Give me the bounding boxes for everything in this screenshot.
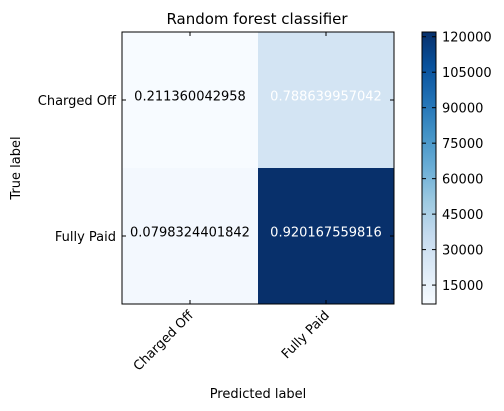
y-tick-label: Fully Paid: [55, 230, 116, 245]
heatmap-cell-0-0: [122, 32, 258, 168]
axis-ticks: [122, 32, 394, 304]
x-axis-label: Predicted label: [210, 387, 307, 402]
cell-value-0-0: 0.211360042958: [134, 90, 246, 105]
y-axis-label: True label: [9, 136, 24, 200]
cell-labels: 0.211360042958 0.788639957042 0.0798324401…: [130, 90, 382, 241]
plot-frame: [121, 31, 395, 305]
colorbar: [421, 31, 437, 305]
chart-title: Random forest classifier: [166, 10, 348, 28]
x-tick-label: Fully Paid: [279, 308, 333, 362]
heatmap-cell-0-1: [258, 32, 394, 168]
y-tick-label: Charged Off: [38, 94, 117, 109]
cell-value-0-1: 0.788639957042: [270, 90, 382, 105]
y-tick-labels: Charged Off Fully Paid: [38, 94, 117, 245]
x-tick-label: Charged Off: [131, 307, 198, 374]
colorbar-tick-label: 60000: [442, 173, 483, 188]
colorbar-tick-label: 75000: [442, 137, 483, 152]
colorbar-tick-label: 30000: [442, 244, 483, 259]
colorbar-ticks: 15000 30000 45000 60000 75000 90000 105000 1200…: [422, 31, 492, 294]
colorbar-tick-label: 15000: [442, 279, 483, 294]
heatmap-cell-1-0: [122, 168, 258, 304]
colorbar-tick-label: 45000: [442, 208, 483, 223]
cell-value-1-1: 0.920167559816: [270, 226, 382, 241]
heatmap-cells: [122, 32, 394, 304]
x-tick-labels: Charged Off Fully Paid: [131, 307, 333, 374]
colorbar-tick-label: 120000: [442, 31, 492, 46]
colorbar-tick-label: 90000: [442, 102, 483, 117]
colorbar-tick-label: 105000: [442, 66, 492, 81]
cell-value-1-0: 0.0798324401842: [130, 226, 250, 241]
heatmap-cell-1-1: [258, 168, 394, 304]
